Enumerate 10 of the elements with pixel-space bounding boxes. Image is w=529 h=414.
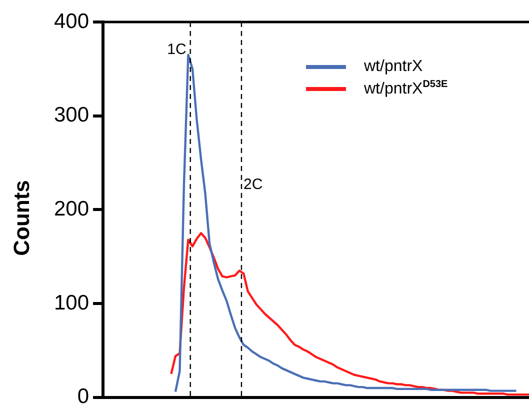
y-axis-title: Counts [9, 180, 35, 256]
annotation: 1C [167, 41, 187, 58]
y-tick-label: 100 [54, 291, 90, 314]
y-tick-label: 200 [54, 197, 90, 220]
legend-label: wt/pntrX$^{D53E}$ [364, 79, 448, 99]
y-tick-label: 400 [54, 10, 90, 33]
legend-label: wt/pntrX [364, 58, 423, 76]
annotation: 2C [243, 176, 263, 194]
y-tick-label: 300 [54, 104, 90, 127]
y-tick-label: 0 [77, 385, 90, 408]
